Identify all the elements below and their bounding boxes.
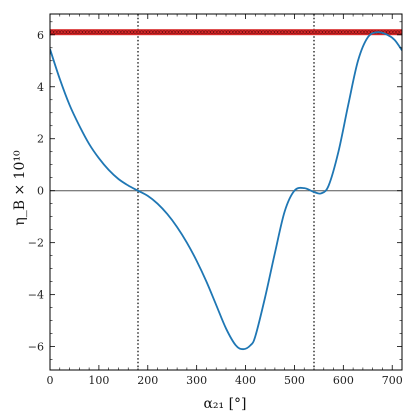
x-tick-label: 0 (47, 374, 54, 387)
plot-frame (49, 13, 403, 371)
y-tick-label: −4 (28, 289, 44, 302)
band-marker (399, 30, 402, 34)
y-tick-label: −6 (28, 341, 44, 354)
y-tick-label: 6 (37, 29, 44, 42)
x-tick-label: 500 (284, 374, 305, 387)
x-axis-title: α₂₁ [°] (203, 396, 246, 412)
y-tick-label: −2 (28, 237, 44, 250)
x-tick-label: 700 (382, 374, 403, 387)
plot-content (50, 14, 402, 370)
y-tick-label: 0 (37, 185, 44, 198)
x-tick-label: 400 (235, 374, 256, 387)
y-axis-title: η_B × 10¹⁰ (12, 150, 28, 226)
plot-area (49, 13, 403, 371)
ticks: 0 100 200 300 400 500 600 700 −6 −4 −2 0 2 4 6 (28, 14, 403, 387)
x-tick-label: 200 (137, 374, 158, 387)
y-tick-label: 4 (37, 81, 44, 94)
x-tick-label: 300 (186, 374, 207, 387)
observed-band (50, 29, 402, 36)
x-tick-label: 100 (88, 374, 109, 387)
series-line (50, 31, 402, 351)
x-tick-label: 600 (333, 374, 354, 387)
y-tick-label: 2 (37, 133, 44, 146)
